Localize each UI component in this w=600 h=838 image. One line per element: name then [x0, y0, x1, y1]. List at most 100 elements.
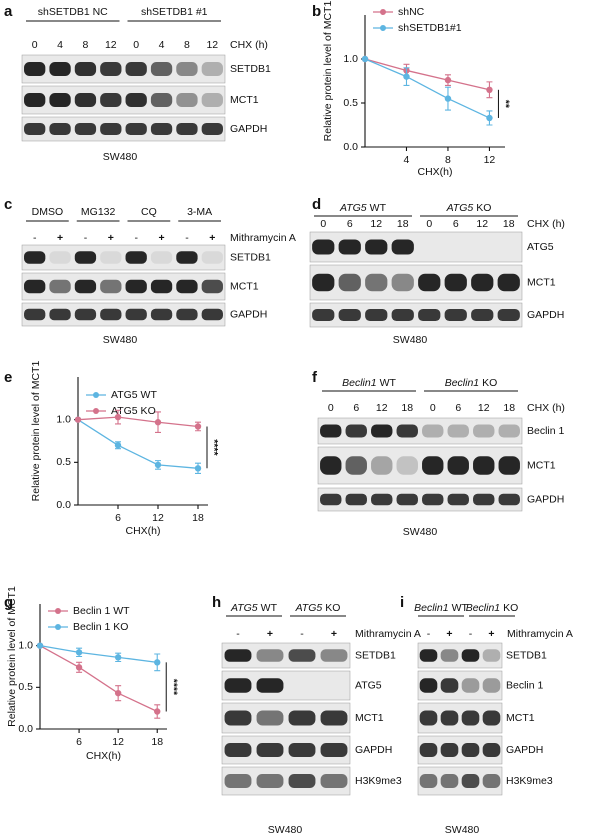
group-suffix: KO [482, 377, 497, 389]
band [419, 743, 438, 757]
band [497, 309, 520, 321]
lane-header: Mithramycin A [507, 628, 573, 640]
row-label: GAPDH [230, 308, 267, 320]
lane-header: Mithramycin A [230, 232, 296, 244]
y-tick-label: 0.0 [56, 499, 71, 511]
legend-marker [55, 608, 61, 614]
band [288, 774, 316, 788]
series-line [77, 419, 199, 469]
band [461, 774, 480, 788]
row-label: GAPDH [506, 744, 543, 756]
band [176, 93, 198, 107]
y-axis-label: Relative protein level of MCT1 [6, 586, 18, 727]
x-tick-label: 18 [151, 736, 163, 748]
band [422, 493, 444, 506]
blot-strip [21, 54, 226, 84]
legend-marker [380, 9, 386, 15]
data-point [114, 689, 122, 697]
group-label: ATG5 KO [446, 202, 492, 214]
row-label: MCT1 [355, 712, 384, 724]
band [125, 279, 147, 294]
lane-label: - [134, 232, 138, 244]
data-point [74, 416, 82, 423]
blot-strip [21, 302, 226, 327]
lane-label: 6 [347, 218, 353, 230]
band [224, 710, 252, 726]
band [440, 678, 459, 693]
lane-label: 4 [57, 39, 63, 51]
group-label: ATG5 WT [339, 202, 387, 214]
band [201, 62, 223, 76]
band [471, 309, 494, 321]
band [447, 493, 469, 506]
y-tick-label: 0.5 [18, 681, 33, 693]
band [224, 678, 252, 693]
band [419, 678, 438, 693]
band [471, 273, 494, 292]
band [482, 710, 501, 726]
band [371, 424, 393, 438]
band [74, 279, 97, 294]
data-point [114, 654, 122, 661]
group-label: Beclin1 WT [342, 377, 396, 389]
panel-letter: i [400, 594, 404, 611]
group-suffix: WT [380, 377, 397, 389]
band [150, 93, 173, 107]
row-label: MCT1 [230, 94, 259, 106]
group-label: Beclin1 KO [445, 377, 498, 389]
lane-label: + [446, 628, 452, 640]
row-label: ATG5 [355, 679, 382, 691]
gene-name: ATG5 [339, 202, 367, 214]
band [461, 678, 480, 693]
lane-label: 0 [426, 218, 432, 230]
band [391, 273, 414, 292]
band [125, 93, 147, 107]
band [201, 251, 223, 264]
row-label: SETDB1 [355, 649, 396, 661]
data-point [75, 649, 83, 656]
row-label: ATG5 [527, 241, 554, 253]
band [320, 424, 342, 438]
panel-letter: b [312, 3, 321, 20]
band [391, 239, 414, 255]
band [473, 424, 495, 438]
band [320, 710, 348, 726]
lane-label: 12 [105, 39, 117, 51]
band [49, 62, 71, 76]
row-label: SETDB1 [230, 63, 271, 75]
lane-header: CHX (h) [527, 402, 565, 414]
legend-marker [93, 408, 99, 414]
band [74, 308, 97, 321]
row-label: MCT1 [527, 459, 556, 471]
data-point [444, 95, 452, 102]
band [447, 424, 469, 438]
band [100, 279, 122, 294]
blot-caption: SW480 [403, 526, 438, 538]
group-label: shSETDB1 #1 [141, 6, 208, 18]
row-label: GAPDH [230, 123, 267, 135]
data-point [444, 76, 452, 84]
lane-label: + [57, 232, 63, 244]
band [498, 424, 520, 438]
band [498, 456, 520, 475]
band [24, 308, 46, 321]
group-suffix: KO [325, 602, 340, 614]
band [288, 649, 316, 662]
lane-label: + [209, 232, 215, 244]
band [440, 710, 459, 726]
row-label: Beclin 1 [527, 425, 565, 437]
band [100, 251, 122, 264]
band [320, 774, 348, 788]
band [176, 308, 198, 321]
band [473, 456, 495, 475]
band [320, 493, 342, 506]
group-label: 3-MA [187, 206, 212, 218]
band [49, 251, 71, 264]
row-label: SETDB1 [506, 649, 547, 661]
series-line [77, 416, 199, 428]
lane-label: + [158, 232, 164, 244]
x-tick-label: 4 [404, 154, 410, 166]
gene-name: ATG5 [295, 602, 323, 614]
legend-marker [380, 25, 386, 31]
band [288, 743, 316, 757]
